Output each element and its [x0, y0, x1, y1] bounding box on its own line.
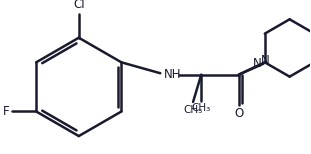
Text: NH: NH — [164, 68, 181, 81]
Text: N: N — [253, 57, 262, 69]
Text: Cl: Cl — [73, 0, 85, 11]
Text: O: O — [234, 107, 244, 120]
Text: CH₃: CH₃ — [192, 103, 211, 113]
Text: N: N — [261, 55, 270, 67]
Text: F: F — [3, 105, 10, 118]
Text: CH₃: CH₃ — [183, 105, 203, 115]
